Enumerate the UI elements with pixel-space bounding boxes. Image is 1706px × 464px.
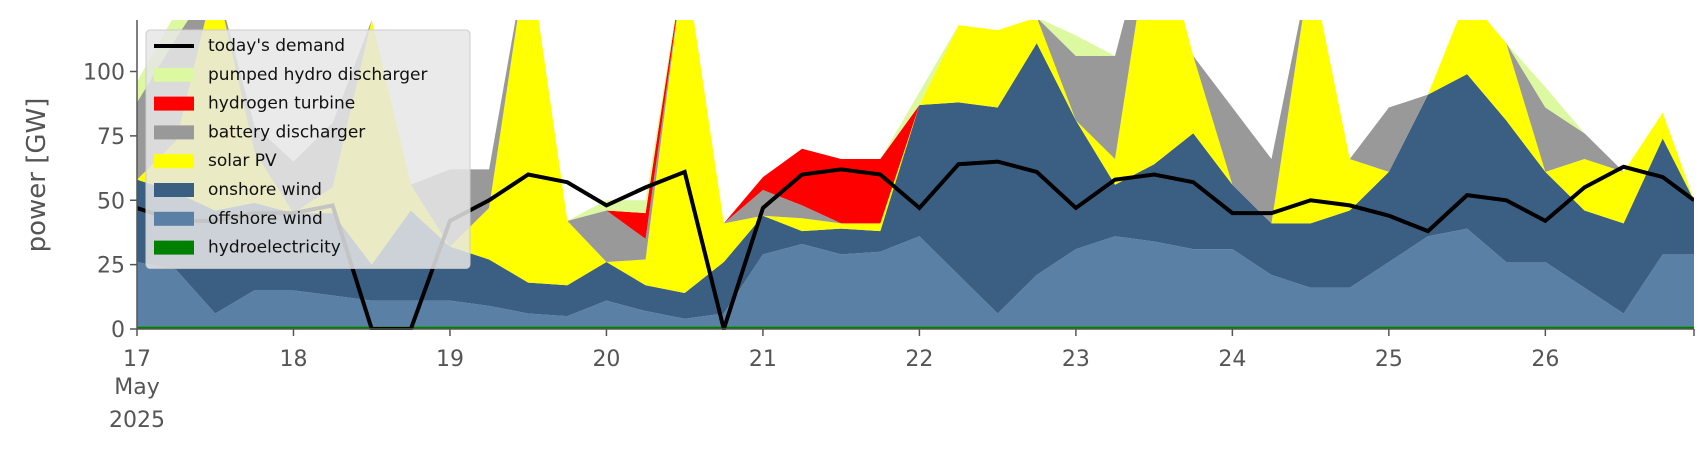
- y-tick-label: 50: [97, 189, 125, 214]
- area-5: [137, 43, 1694, 319]
- legend-label: offshore wind: [208, 209, 323, 229]
- legend-box: [145, 29, 471, 269]
- x-tick-label: 21: [749, 347, 777, 372]
- plot-area: [137, 20, 1694, 330]
- axes: 0 25 50 75 100 17 18 19 20 21 22 23 24 25 26: [83, 20, 1695, 372]
- area-6: [137, 228, 1694, 327]
- x-tick-label: 22: [905, 347, 933, 372]
- x-tick-label: 25: [1375, 347, 1403, 372]
- y-tick-label: 75: [97, 125, 125, 150]
- y-axis-label: power [GW]: [22, 98, 52, 253]
- legend-label: battery discharger: [208, 122, 365, 142]
- legend-swatch: [154, 211, 194, 226]
- x-tick-year: 2025: [109, 408, 165, 433]
- legend-label: hydroelectricity: [208, 238, 341, 258]
- x-tick-label: 23: [1062, 347, 1090, 372]
- legend-swatch: [154, 183, 194, 197]
- x-tick-label: 17: [123, 347, 151, 372]
- y-tick-label: 100: [83, 61, 125, 86]
- legend-swatch: [154, 240, 194, 255]
- legend-label: today's demand: [208, 36, 345, 56]
- x-tick-label: 26: [1531, 347, 1559, 372]
- legend-label: hydrogen turbine: [208, 94, 355, 114]
- legend-swatch: [154, 154, 194, 169]
- legend: today's demand pumped hydro discharger hyd…: [145, 29, 471, 269]
- area-3: [137, 20, 1694, 263]
- x-tick-label: 19: [436, 347, 464, 372]
- area-4: [137, 20, 1694, 293]
- legend-swatch: [154, 125, 194, 140]
- legend-label: pumped hydro discharger: [208, 65, 427, 85]
- x-tick-month: May: [114, 375, 159, 400]
- y-tick-label: 25: [97, 254, 125, 279]
- y-tick-label: 0: [111, 318, 125, 343]
- legend-swatch: [154, 96, 194, 111]
- legend-label: solar PV: [208, 151, 277, 171]
- legend-swatch: [154, 67, 194, 82]
- legend-label: onshore wind: [208, 180, 322, 200]
- x-tick-label: 18: [279, 347, 307, 372]
- x-tick-label: 20: [592, 347, 620, 372]
- x-tick-label: 24: [1218, 347, 1246, 372]
